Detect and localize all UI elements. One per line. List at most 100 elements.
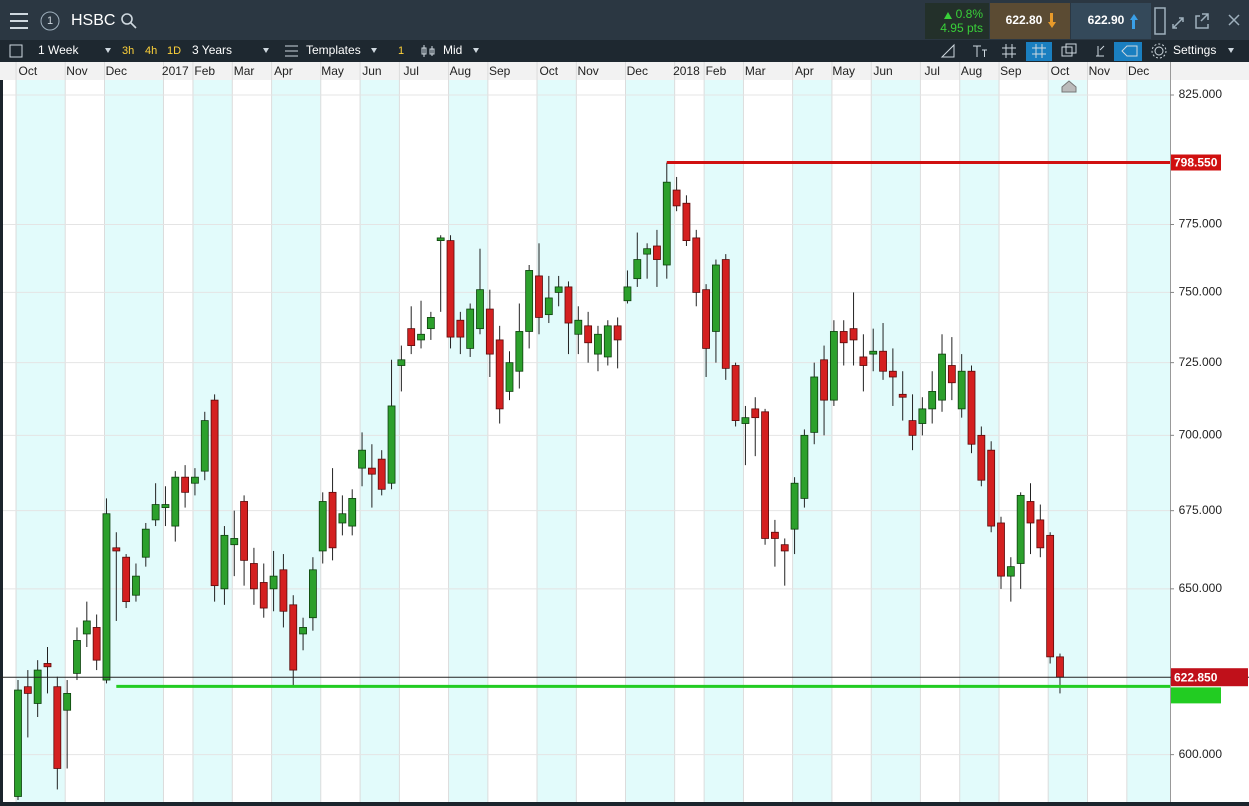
y-tick-label: 600.000 <box>1179 747 1223 761</box>
x-tick-label: Feb <box>194 64 215 78</box>
candle-body <box>869 350 878 355</box>
x-tick-label: Jun <box>362 64 381 78</box>
x-tick-label: Aug <box>961 64 982 78</box>
candle-body <box>594 333 602 355</box>
x-tick-label: Mar <box>745 64 766 78</box>
search-icon[interactable] <box>121 13 137 29</box>
interval-3h[interactable]: 3h <box>122 45 134 57</box>
candle-body <box>672 189 681 207</box>
candle-body <box>112 547 121 552</box>
candle-body <box>299 627 307 635</box>
candle-body <box>859 356 868 366</box>
x-tick-label: Jul <box>925 64 940 78</box>
list-icon[interactable] <box>9 44 23 58</box>
settings-button[interactable]: Settings <box>1173 43 1216 57</box>
candle-body <box>289 604 298 671</box>
month-stripe <box>1126 80 1170 802</box>
price-type[interactable]: Mid <box>443 43 462 57</box>
candle-body <box>240 501 248 561</box>
candle-body <box>938 353 946 401</box>
candle-body <box>957 370 966 410</box>
y-tick-label: 825.000 <box>1179 87 1223 101</box>
y-tick-label: 725.000 <box>1179 355 1223 369</box>
sell-arrow <box>1048 13 1056 28</box>
dropdown-arrow <box>1228 48 1234 53</box>
y-tick-label: 675.000 <box>1179 503 1223 517</box>
interval-4h[interactable]: 4h <box>145 45 157 57</box>
candle-body <box>318 501 327 552</box>
price-label-box <box>1171 154 1221 171</box>
x-tick-label: Oct <box>18 64 37 78</box>
buy-button[interactable] <box>1071 3 1151 39</box>
candle-body <box>653 245 661 260</box>
candle-body <box>1036 519 1045 549</box>
candle-body <box>63 693 72 711</box>
candle-body <box>397 359 406 366</box>
range-select[interactable]: 3 Years <box>192 43 232 57</box>
x-tick-label: 2017 <box>162 64 189 78</box>
window-badge[interactable] <box>40 11 60 31</box>
x-tick-label: Dec <box>627 64 648 78</box>
sell-price: 622.80 <box>1006 13 1043 27</box>
candle-body <box>839 331 848 344</box>
candle-body <box>643 248 652 255</box>
menu-icon[interactable] <box>10 13 28 29</box>
x-tick-label: May <box>321 64 344 78</box>
month-stripe <box>704 80 744 802</box>
candle-body <box>613 325 622 341</box>
candle-body <box>928 391 937 410</box>
candle-body <box>849 328 858 341</box>
candle-body <box>603 325 612 358</box>
symbol[interactable]: HSBC <box>71 12 115 29</box>
candle-body <box>377 458 386 490</box>
candle-body <box>220 534 229 590</box>
month-stripe <box>104 80 164 802</box>
candle-body <box>338 513 347 524</box>
event-marker[interactable] <box>1061 80 1077 93</box>
candle-body <box>761 411 769 539</box>
month-stripe <box>448 80 488 802</box>
candle-body <box>495 339 504 410</box>
price-label: 622.850 <box>1174 670 1218 684</box>
candle-body <box>780 544 789 552</box>
candle-body <box>829 331 838 401</box>
candle-body <box>200 420 209 472</box>
candle-body <box>682 202 691 242</box>
candle-body <box>358 449 366 469</box>
y-tick-label: 700.000 <box>1179 428 1223 442</box>
candle-body <box>623 286 632 302</box>
candle-body <box>308 569 317 619</box>
candle-body <box>584 325 593 344</box>
y-tick-label: 750.000 <box>1179 285 1223 299</box>
candle-body <box>181 476 190 493</box>
candle-body <box>1056 656 1064 678</box>
x-tick-label: Mar <box>234 64 255 78</box>
x-tick-label: Dec <box>106 64 127 78</box>
x-tick-label: Oct <box>1051 64 1070 78</box>
x-tick-label: Dec <box>1128 64 1149 78</box>
candle-body <box>810 376 819 433</box>
change-pts: 4.95 pts <box>940 21 983 35</box>
candle-body <box>1026 501 1035 524</box>
candle-body <box>476 289 484 330</box>
indicator-count[interactable]: 1 <box>398 45 404 57</box>
candle-body <box>731 365 740 421</box>
window-icons[interactable] <box>1154 7 1240 35</box>
interval-1d[interactable]: 1D <box>167 45 181 57</box>
x-tick-label: Apr <box>274 64 293 78</box>
sell-button[interactable] <box>990 3 1070 39</box>
window-number: 1 <box>47 15 53 27</box>
candle-body <box>820 359 828 401</box>
interval-select[interactable]: 1 Week <box>38 43 79 57</box>
templates-icon <box>285 45 298 57</box>
candle-body <box>771 531 779 539</box>
templates-button[interactable]: Templates <box>306 43 361 57</box>
candle-body <box>141 528 150 558</box>
candle-body <box>662 181 671 266</box>
candle-body <box>328 491 337 549</box>
price-label-box <box>1171 668 1248 687</box>
candle-body <box>43 663 52 668</box>
dropdown-arrow <box>105 48 111 53</box>
drawing-tools[interactable] <box>940 42 1167 61</box>
